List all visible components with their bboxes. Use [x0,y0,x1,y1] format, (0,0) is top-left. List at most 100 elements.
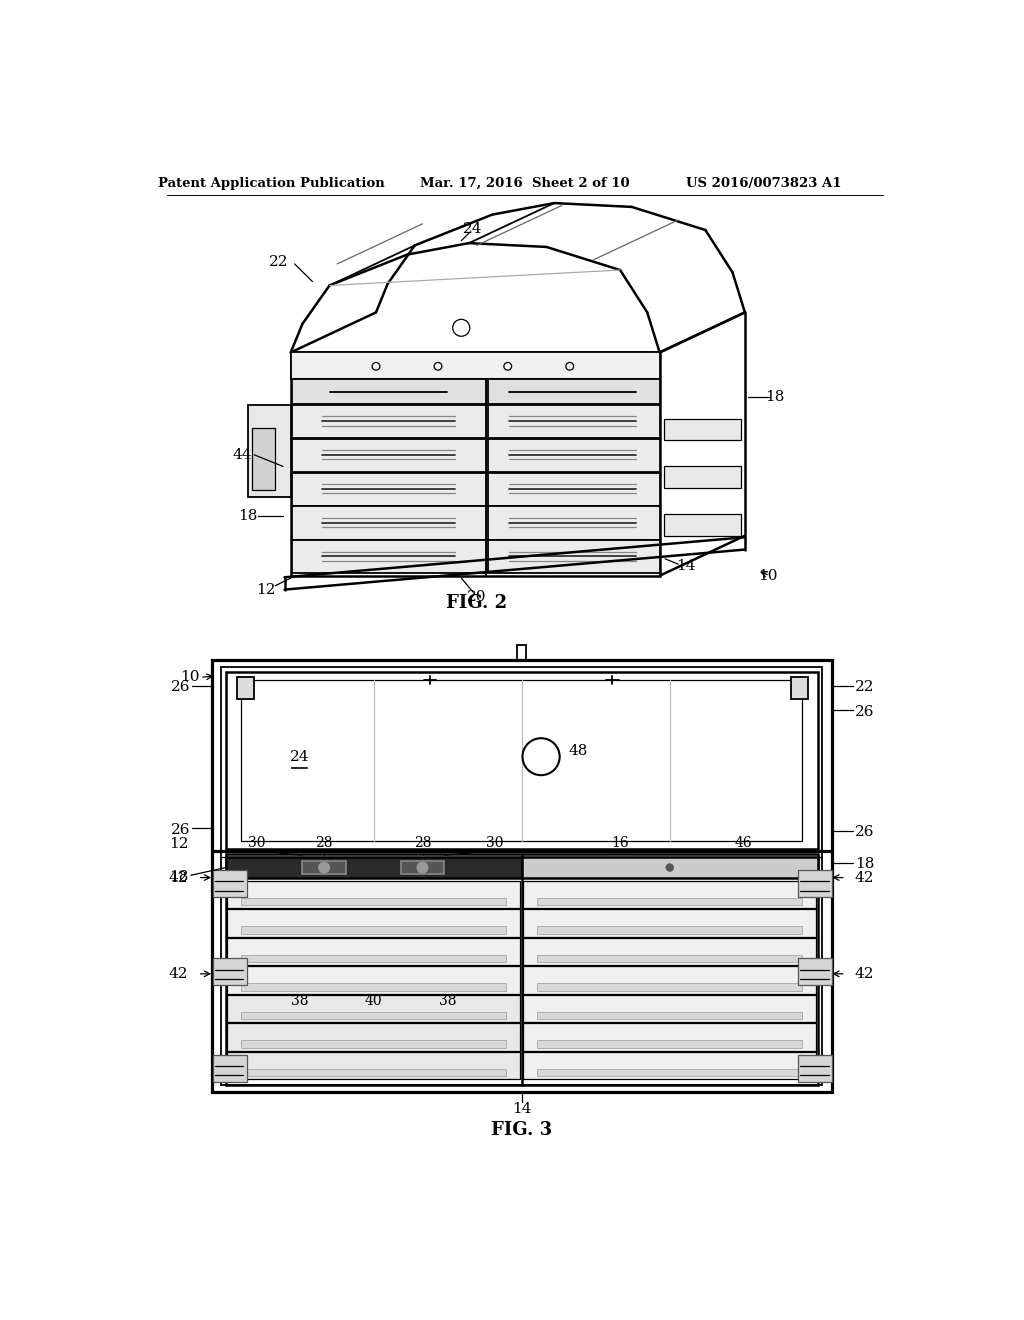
Bar [238,677,254,700]
Bar [227,880,520,908]
Bar [523,937,816,965]
Text: FIG. 2: FIG. 2 [446,594,507,612]
Text: 10: 10 [758,569,777,582]
Bar [799,1055,831,1081]
Bar [292,379,486,404]
Bar [212,660,831,1092]
Text: 44: 44 [232,447,253,462]
Bar [487,379,659,404]
Bar [487,507,659,540]
Bar [664,515,741,536]
Text: 40: 40 [365,994,383,1007]
Bar [221,667,822,1085]
Bar [799,870,831,896]
Text: 18: 18 [855,858,874,871]
Text: 12: 12 [169,837,188,851]
Circle shape [417,862,428,873]
Text: 38: 38 [438,994,456,1007]
Bar [523,995,816,1022]
Bar [538,1040,802,1048]
Bar [241,1040,506,1048]
Bar [538,1011,802,1019]
Bar [521,857,818,878]
Bar [487,405,659,438]
Bar [227,966,520,994]
Bar [292,473,486,506]
Bar [227,909,520,937]
Bar [241,927,506,933]
Bar [227,1052,520,1080]
Bar [538,954,802,962]
Text: 26: 26 [171,822,190,837]
Text: 30: 30 [485,836,504,850]
Bar [291,352,659,379]
Text: 28: 28 [414,836,431,850]
Bar [292,438,486,471]
Bar [225,672,818,849]
Text: 10: 10 [180,671,200,684]
Text: 16: 16 [611,836,629,850]
Text: 22: 22 [269,255,289,269]
Bar [538,1069,802,1076]
Text: 22: 22 [855,680,874,694]
Text: US 2016/0073823 A1: US 2016/0073823 A1 [686,177,842,190]
Bar [664,418,741,441]
Text: 26: 26 [171,680,190,694]
Text: 24: 24 [290,750,309,764]
Bar [791,677,808,700]
Text: 28: 28 [315,836,333,850]
Bar [225,854,818,1085]
Text: 12: 12 [256,582,275,597]
Text: 42: 42 [169,871,188,884]
Bar [227,1023,520,1051]
Circle shape [318,862,330,873]
Bar [523,1052,816,1080]
Bar [241,680,802,841]
Bar [292,405,486,438]
Bar [241,1069,506,1076]
Bar [252,428,275,490]
Bar [227,937,520,965]
Bar [292,507,486,540]
Text: 38: 38 [291,994,308,1007]
Bar [487,438,659,471]
Bar [400,862,444,874]
Text: Mar. 17, 2016  Sheet 2 of 10: Mar. 17, 2016 Sheet 2 of 10 [420,177,630,190]
Bar [302,862,346,874]
Text: 18: 18 [239,510,258,524]
Bar [292,540,486,573]
Text: 18: 18 [169,870,188,884]
Circle shape [666,863,674,871]
Text: 30: 30 [248,836,265,850]
Bar [227,995,520,1022]
Text: 14: 14 [676,560,695,573]
Bar [523,966,816,994]
Bar [523,1023,816,1051]
Bar [538,983,802,991]
Text: 46: 46 [734,836,753,850]
Bar [799,958,831,985]
Bar [523,909,816,937]
Text: 20: 20 [467,590,486,605]
Text: 42: 42 [169,966,188,981]
Bar [487,540,659,573]
Bar [487,473,659,506]
Bar [523,880,816,908]
Text: FIG. 3: FIG. 3 [492,1121,552,1139]
Bar [664,466,741,488]
Bar [225,857,521,878]
Text: Patent Application Publication: Patent Application Publication [158,177,385,190]
Bar [213,1055,247,1081]
Bar [538,898,802,906]
Text: 26: 26 [855,825,874,840]
Text: 14: 14 [512,1102,531,1115]
Bar [241,1011,506,1019]
Text: 48: 48 [568,743,588,758]
Text: 24: 24 [463,222,482,236]
Bar [241,983,506,991]
Bar [213,870,247,896]
Text: 42: 42 [855,966,874,981]
Bar [248,405,291,498]
Bar [213,958,247,985]
Bar [538,927,802,933]
